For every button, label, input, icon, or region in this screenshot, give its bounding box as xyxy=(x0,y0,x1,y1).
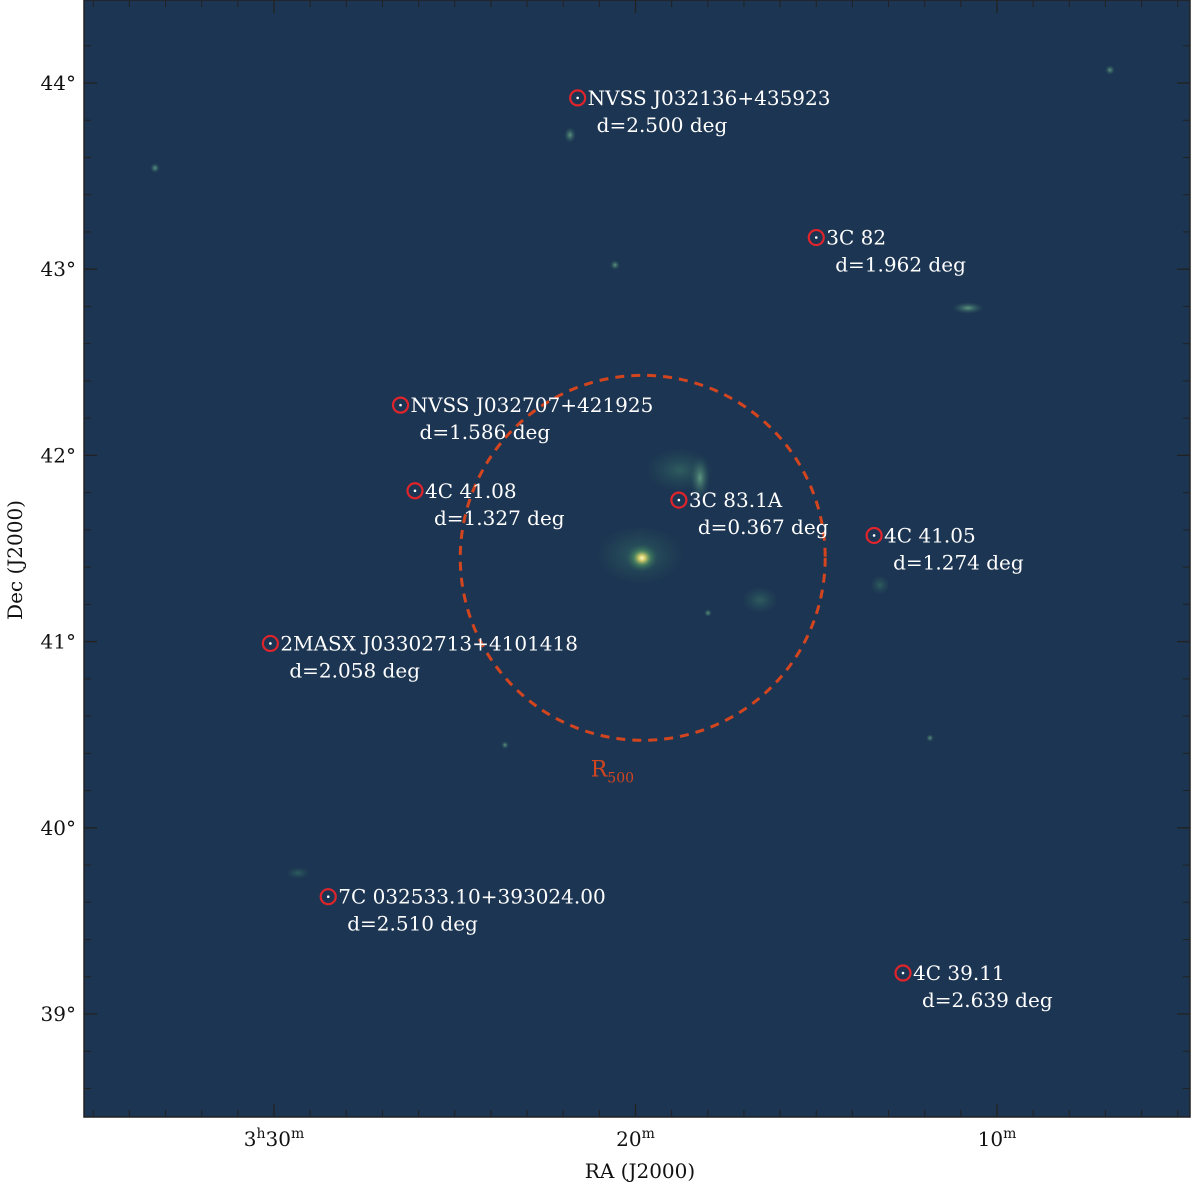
source-name: 4C 41.08 xyxy=(425,479,517,503)
y-tick-label: 40° xyxy=(41,816,76,840)
source-distance: d=1.274 deg xyxy=(893,550,1024,574)
source-marker: 2MASX J03302713+4101418 d=2.058 deg xyxy=(261,631,578,682)
source-ring xyxy=(569,89,587,107)
x-tick-label: 10m xyxy=(978,1126,1017,1151)
source-ring xyxy=(865,526,883,545)
source-name: 4C 41.05 xyxy=(884,523,976,547)
x-tick-label: 3h30m xyxy=(244,1126,305,1151)
source-point xyxy=(814,236,818,239)
source-ring xyxy=(261,634,279,653)
source-distance: d=0.367 deg xyxy=(698,515,829,539)
x-axis-label: RA (J2000) xyxy=(585,1159,695,1183)
source-name: NVSS J032136+435923 xyxy=(588,86,831,110)
source-name: 7C 032533.10+393024.00 xyxy=(338,885,605,909)
source-distance: d=1.327 deg xyxy=(434,506,565,530)
source-ring xyxy=(319,888,337,906)
source-marker: 4C 41.08 d=1.327 deg xyxy=(406,479,565,530)
source-point xyxy=(576,96,579,100)
source-distance: d=2.510 deg xyxy=(347,912,478,936)
plot-frame xyxy=(83,0,1191,1118)
source-ring xyxy=(391,396,410,414)
y-tick-label: 39° xyxy=(41,1002,76,1026)
y-axis-ticks: 44° 43° 42° 41° 40° 39° xyxy=(41,45,1190,1089)
y-tick-label: 43° xyxy=(41,257,76,281)
source-point xyxy=(326,895,330,898)
source-distance: d=1.962 deg xyxy=(835,253,966,277)
r500-label-sub: 500 xyxy=(607,770,634,786)
source-distance: d=1.586 deg xyxy=(420,420,551,444)
source-point xyxy=(269,642,272,645)
source-marker: NVSS J032136+435923 d=2.500 deg xyxy=(569,86,831,137)
source-markers: NVSS J032136+435923 d=2.500 deg 3C 82 d=1.9… xyxy=(261,86,1053,1012)
source-distance: d=2.500 deg xyxy=(597,113,728,137)
r500-label: R500 xyxy=(591,757,634,786)
source-point xyxy=(399,403,402,407)
y-tick-label: 44° xyxy=(41,71,76,95)
source-marker: 7C 032533.10+393024.00 d=2.510 deg xyxy=(319,885,606,936)
source-name: NVSS J032707+421925 xyxy=(411,393,654,417)
source-point xyxy=(413,489,417,493)
source-name: 4C 39.11 xyxy=(913,961,1005,985)
source-ring xyxy=(406,482,424,500)
source-marker: 3C 82 d=1.962 deg xyxy=(807,226,966,277)
source-marker: 4C 41.05 d=1.274 deg xyxy=(865,523,1024,574)
source-point xyxy=(872,534,876,537)
r500-label-main: R xyxy=(591,757,609,782)
x-axis-ticks: 3h30m 20m 10m xyxy=(92,0,1179,1151)
source-ring xyxy=(807,228,825,247)
source-distance: d=2.639 deg xyxy=(922,988,1053,1012)
source-name: 3C 83.1A xyxy=(689,488,783,512)
y-tick-label: 41° xyxy=(41,630,76,654)
r500-circle xyxy=(458,373,827,742)
source-name: 3C 82 xyxy=(826,226,886,250)
source-ring xyxy=(670,491,688,509)
source-marker: 3C 83.1A d=0.367 deg xyxy=(670,488,829,539)
source-marker: 4C 39.11 d=2.639 deg xyxy=(894,961,1053,1012)
source-distance: d=2.058 deg xyxy=(289,658,420,682)
y-axis-label: Dec (J2000) xyxy=(3,500,27,620)
source-point xyxy=(677,498,681,502)
x-tick-label: 20m xyxy=(616,1126,655,1151)
source-name: 2MASX J03302713+4101418 xyxy=(280,631,578,655)
diffuse-emission xyxy=(150,65,1115,879)
y-tick-label: 42° xyxy=(41,443,76,467)
source-point xyxy=(901,971,905,975)
source-ring xyxy=(894,964,912,982)
source-marker: NVSS J032707+421925 d=1.586 deg xyxy=(391,393,654,444)
